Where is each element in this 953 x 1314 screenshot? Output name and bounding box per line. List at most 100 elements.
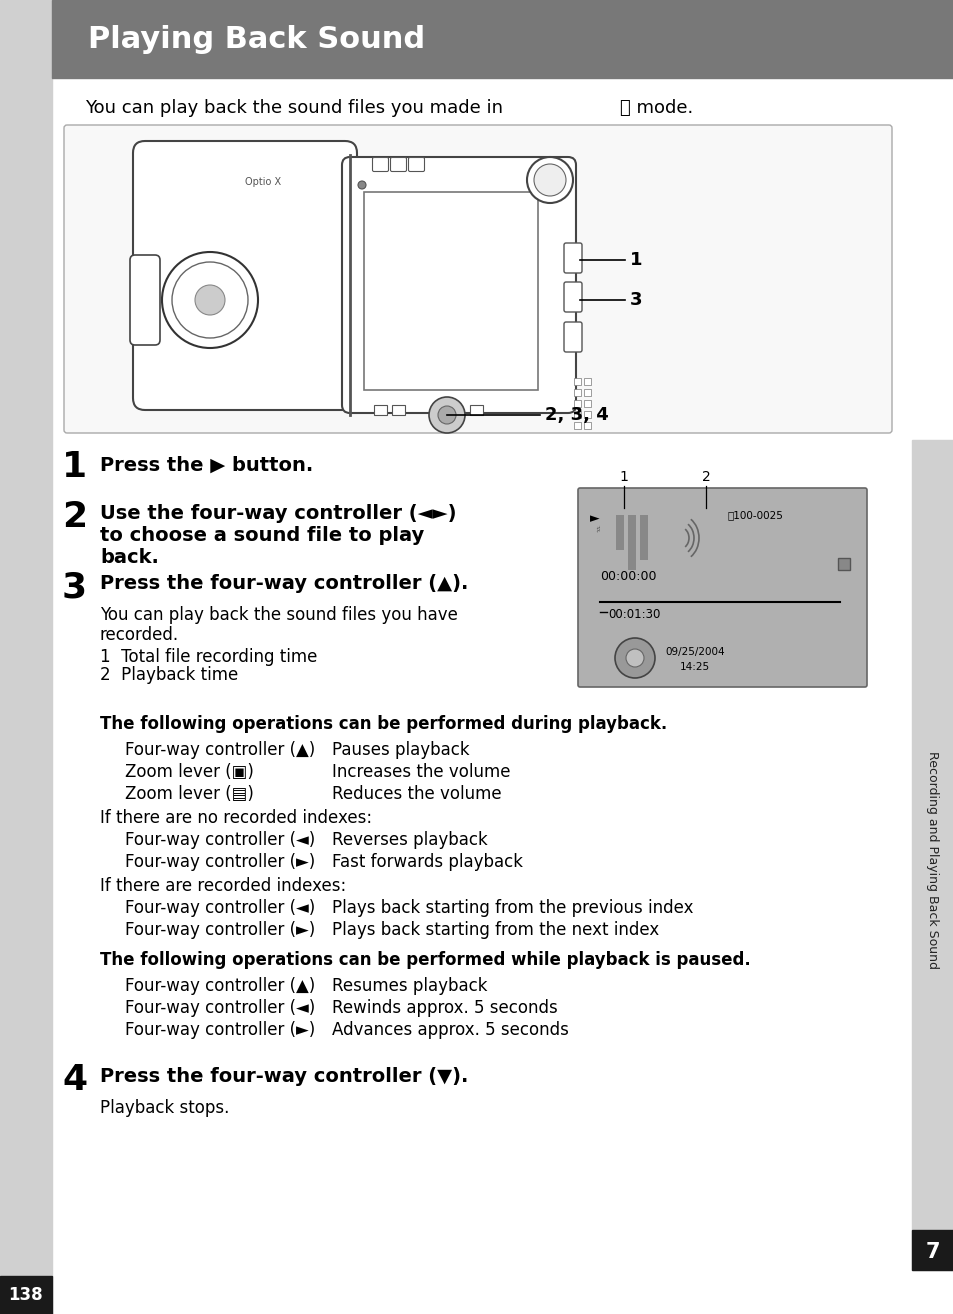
Text: 00:01:30: 00:01:30 <box>607 608 659 622</box>
Text: If there are recorded indexes:: If there are recorded indexes: <box>100 876 346 895</box>
Bar <box>574 411 580 418</box>
Bar <box>574 422 580 428</box>
Bar <box>470 405 482 415</box>
Text: The following operations can be performed while playback is paused.: The following operations can be performe… <box>100 951 750 968</box>
Text: Four-way controller (►): Four-way controller (►) <box>125 1021 314 1039</box>
Text: Plays back starting from the next index: Plays back starting from the next index <box>332 921 659 940</box>
Text: recorded.: recorded. <box>100 625 179 644</box>
Bar <box>911 1230 953 1271</box>
FancyBboxPatch shape <box>563 243 581 273</box>
Circle shape <box>625 649 643 668</box>
Text: ►: ► <box>589 512 599 526</box>
Text: Four-way controller (◄): Four-way controller (◄) <box>125 999 314 1017</box>
Circle shape <box>172 261 248 338</box>
Text: 3: 3 <box>629 290 641 309</box>
Text: 00:00:00: 00:00:00 <box>599 570 656 583</box>
Bar <box>616 515 623 551</box>
Text: Zoom lever (▤): Zoom lever (▤) <box>125 784 253 803</box>
Text: 1: 1 <box>62 449 87 484</box>
Text: You can play back the sound files you have: You can play back the sound files you ha… <box>100 606 457 624</box>
FancyBboxPatch shape <box>563 322 581 352</box>
FancyBboxPatch shape <box>408 158 424 172</box>
Bar <box>52 0 953 78</box>
Text: Plays back starting from the previous index: Plays back starting from the previous in… <box>332 899 693 917</box>
Circle shape <box>429 397 464 434</box>
Text: Four-way controller (▲): Four-way controller (▲) <box>125 741 314 759</box>
Text: 1  Total file recording time: 1 Total file recording time <box>100 648 317 666</box>
FancyBboxPatch shape <box>563 283 581 311</box>
Bar <box>583 378 590 385</box>
Text: Four-way controller (▲): Four-way controller (▲) <box>125 978 314 995</box>
Bar <box>837 558 849 570</box>
Text: Four-way controller (◄): Four-way controller (◄) <box>125 899 314 917</box>
Text: Four-way controller (►): Four-way controller (►) <box>125 853 314 871</box>
FancyBboxPatch shape <box>64 125 891 434</box>
Bar <box>911 440 953 1271</box>
Text: 14:25: 14:25 <box>679 662 709 671</box>
Text: Four-way controller (◄): Four-way controller (◄) <box>125 830 314 849</box>
Circle shape <box>194 285 225 315</box>
Text: Pauses playback: Pauses playback <box>332 741 469 759</box>
Text: Increases the volume: Increases the volume <box>332 763 510 781</box>
Text: If there are no recorded indexes:: If there are no recorded indexes: <box>100 809 372 827</box>
Text: Reverses playback: Reverses playback <box>332 830 487 849</box>
Text: 4: 4 <box>62 1063 87 1097</box>
Text: Advances approx. 5 seconds: Advances approx. 5 seconds <box>332 1021 568 1039</box>
Bar <box>574 389 580 396</box>
Bar <box>0 1276 52 1314</box>
FancyBboxPatch shape <box>390 158 406 172</box>
Text: back.: back. <box>100 548 159 568</box>
Text: 1: 1 <box>629 251 641 269</box>
FancyBboxPatch shape <box>341 156 576 413</box>
Circle shape <box>357 181 366 189</box>
Text: Optio X: Optio X <box>245 177 281 187</box>
Text: 138: 138 <box>9 1286 43 1303</box>
Bar <box>374 405 387 415</box>
Text: Playback stops.: Playback stops. <box>100 1099 229 1117</box>
FancyBboxPatch shape <box>372 158 388 172</box>
Text: to choose a sound file to play: to choose a sound file to play <box>100 526 424 545</box>
Bar <box>392 405 405 415</box>
Text: 2, 3, 4: 2, 3, 4 <box>544 406 608 424</box>
Text: 2: 2 <box>62 501 87 533</box>
Text: You can play back the sound files you made in: You can play back the sound files you ma… <box>85 99 502 117</box>
Text: Recording and Playing Back Sound: Recording and Playing Back Sound <box>925 752 939 968</box>
Text: 1: 1 <box>618 470 628 484</box>
Text: ♯: ♯ <box>595 526 599 535</box>
Circle shape <box>162 252 257 348</box>
Bar <box>639 515 647 560</box>
Text: Press the ▶ button.: Press the ▶ button. <box>100 456 313 474</box>
Bar <box>0 0 52 1314</box>
FancyBboxPatch shape <box>578 487 866 687</box>
Text: Playing Back Sound: Playing Back Sound <box>88 25 425 54</box>
Circle shape <box>534 164 565 196</box>
Bar <box>574 399 580 407</box>
FancyBboxPatch shape <box>132 141 356 410</box>
Text: 2: 2 <box>700 470 710 484</box>
Text: Use the four-way controller (◄►): Use the four-way controller (◄►) <box>100 505 456 523</box>
Text: Press the four-way controller (▲).: Press the four-way controller (▲). <box>100 574 468 593</box>
Bar <box>627 515 636 570</box>
Text: 7: 7 <box>924 1242 940 1261</box>
Bar <box>583 389 590 396</box>
Text: Four-way controller (►): Four-way controller (►) <box>125 921 314 940</box>
Text: 2  Playback time: 2 Playback time <box>100 666 238 685</box>
Circle shape <box>526 156 573 202</box>
Text: Rewinds approx. 5 seconds: Rewinds approx. 5 seconds <box>332 999 558 1017</box>
Circle shape <box>615 639 655 678</box>
Text: Press the four-way controller (▼).: Press the four-way controller (▼). <box>100 1067 468 1085</box>
FancyBboxPatch shape <box>130 255 160 346</box>
Bar <box>583 399 590 407</box>
Text: Reduces the volume: Reduces the volume <box>332 784 501 803</box>
Circle shape <box>437 406 456 424</box>
Bar <box>574 378 580 385</box>
Text: 🎤 mode.: 🎤 mode. <box>619 99 693 117</box>
Text: Resumes playback: Resumes playback <box>332 978 487 995</box>
Text: ⎙100-0025: ⎙100-0025 <box>727 510 783 520</box>
Bar <box>583 411 590 418</box>
Text: The following operations can be performed during playback.: The following operations can be performe… <box>100 715 666 733</box>
Text: 3: 3 <box>62 570 87 604</box>
Text: Zoom lever (▣): Zoom lever (▣) <box>125 763 253 781</box>
Text: Fast forwards playback: Fast forwards playback <box>332 853 522 871</box>
Bar <box>583 422 590 428</box>
